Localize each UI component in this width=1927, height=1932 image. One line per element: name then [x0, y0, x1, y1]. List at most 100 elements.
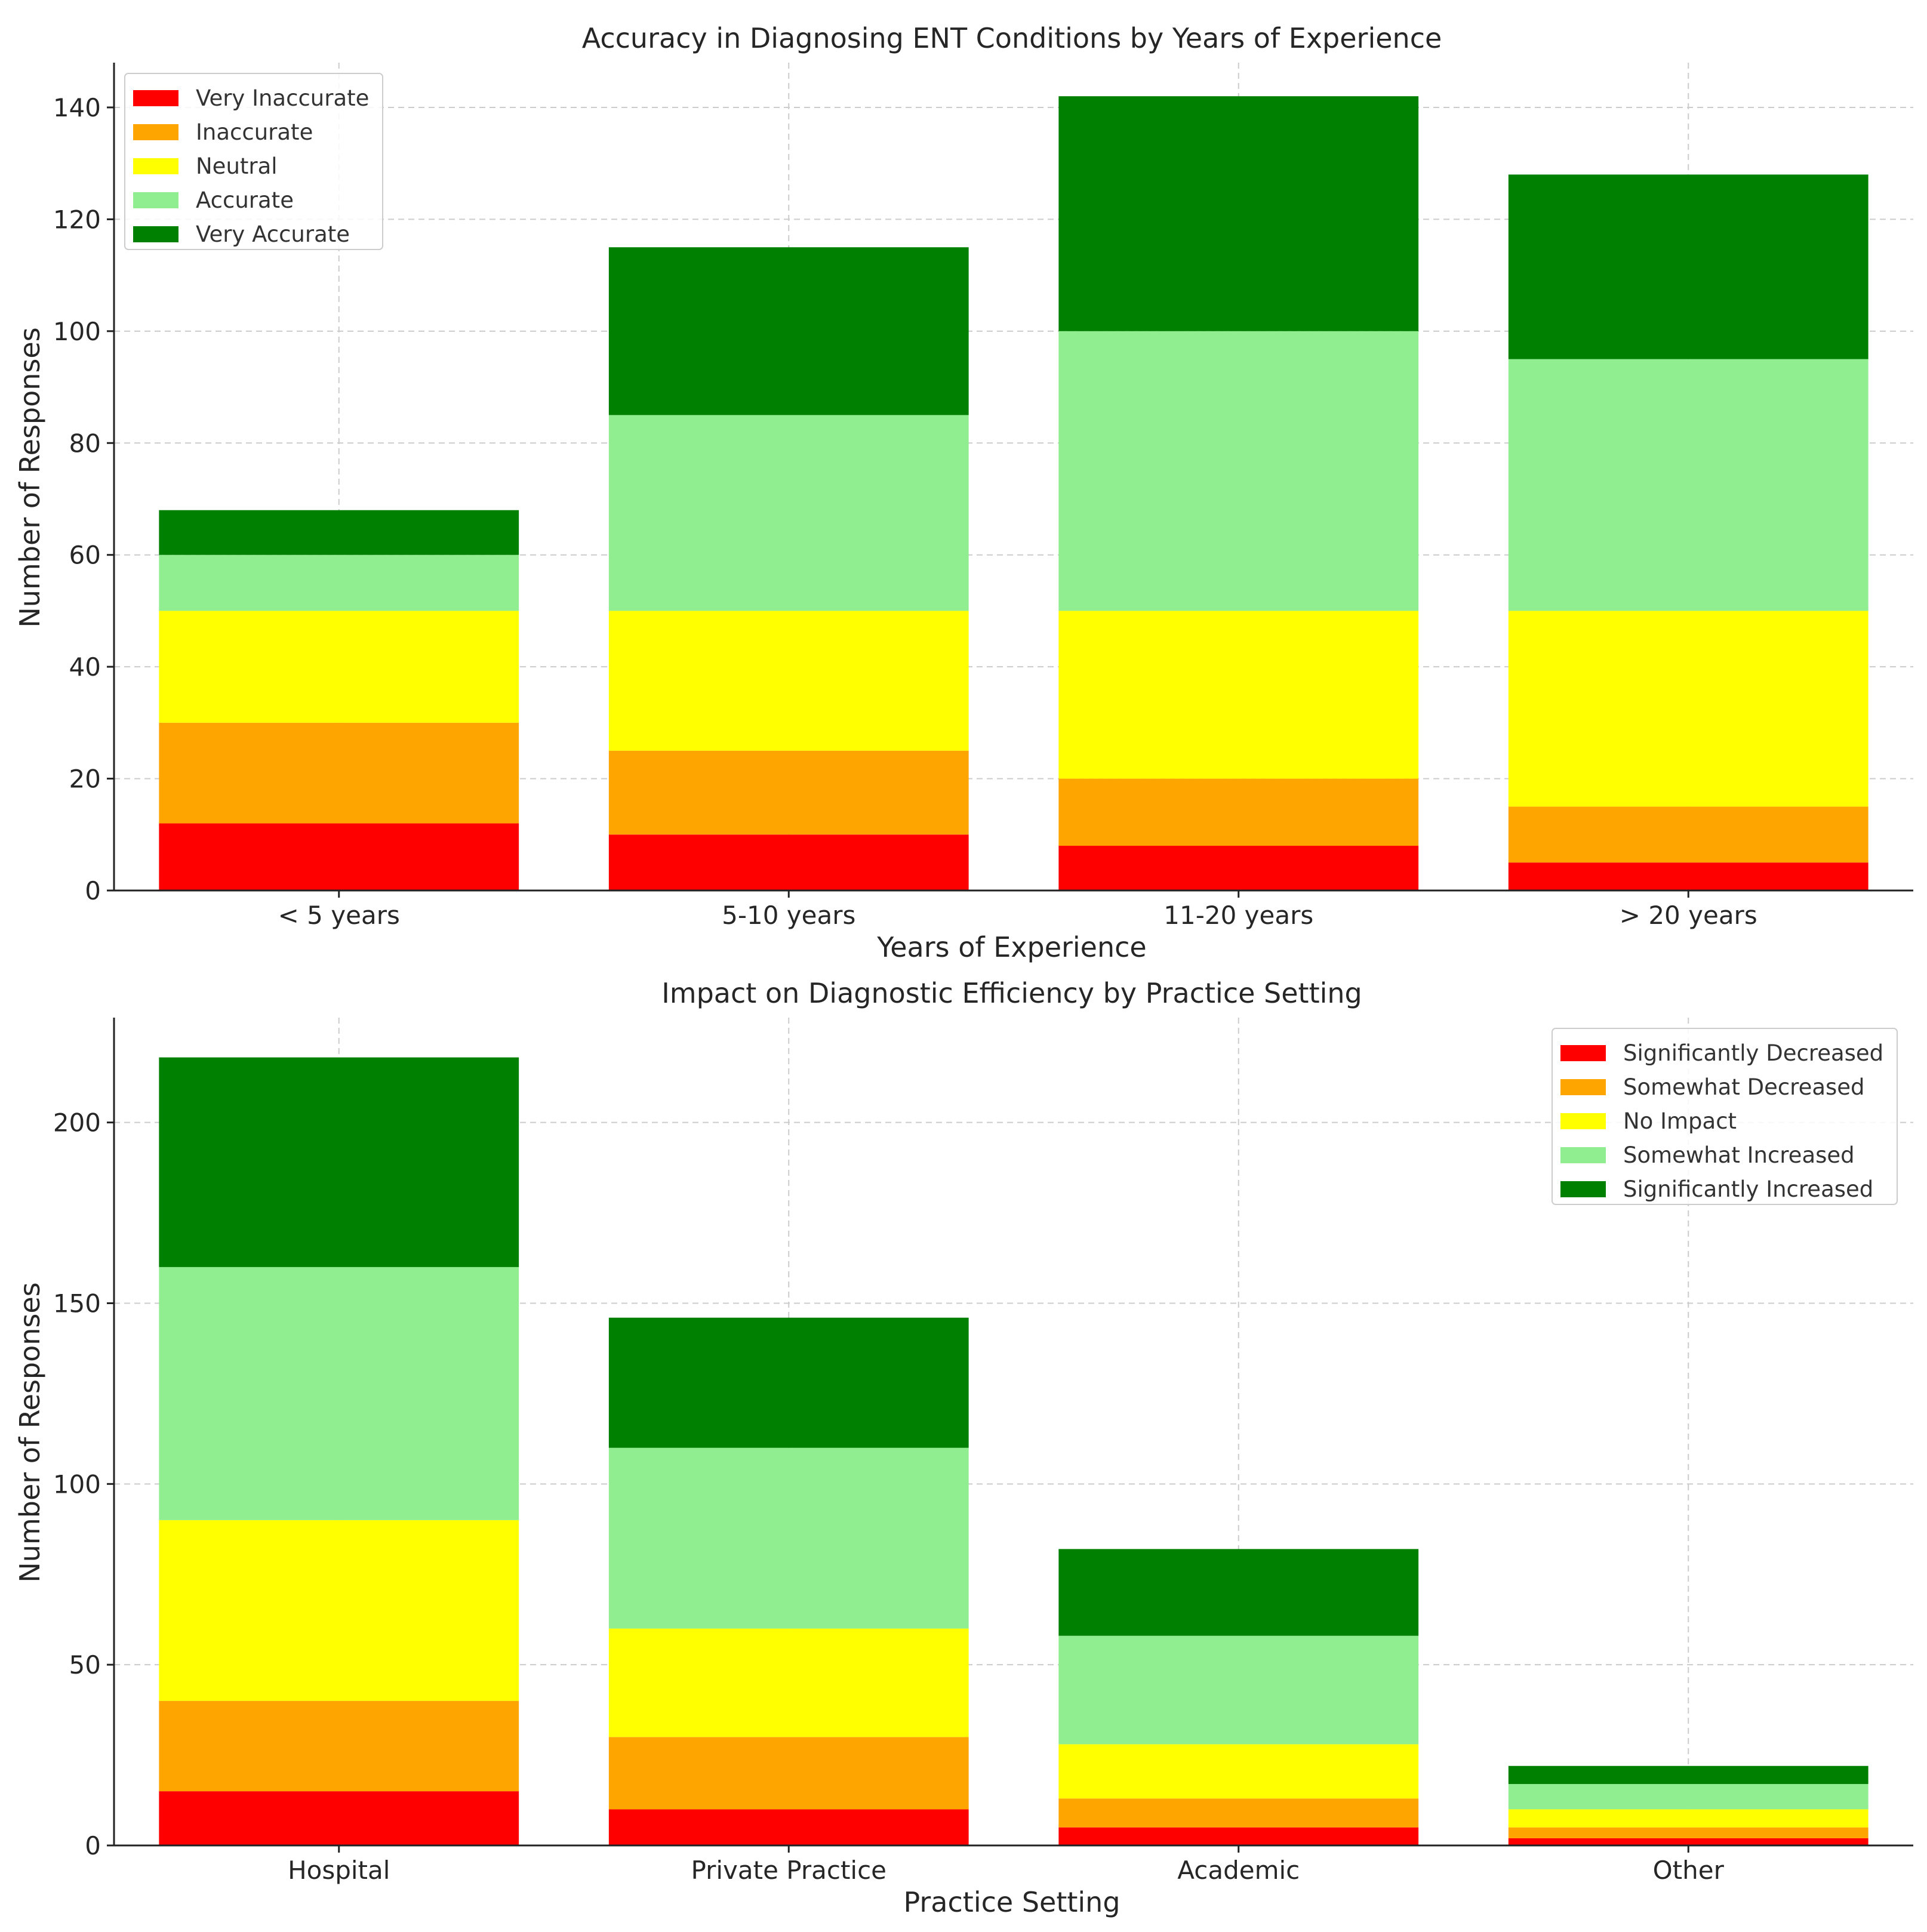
x-tick-label: < 5 years [278, 901, 400, 930]
bar-other-significantly-decreased [1508, 1838, 1868, 1845]
legend-frame [1552, 1028, 1898, 1205]
x-tick-label: Other [1653, 1856, 1725, 1885]
legend-swatch-inaccurate [133, 124, 178, 140]
bar-5-years-very-accurate [159, 510, 519, 555]
bar-5-10-years-very-accurate [608, 247, 969, 415]
y-tick-label: 100 [53, 317, 101, 346]
legend-label-inaccurate: Inaccurate [196, 119, 313, 145]
bar-hospital-significantly-decreased [159, 1791, 519, 1845]
bar-5-10-years-neutral [608, 611, 969, 751]
y-tick-label: 20 [69, 765, 101, 794]
bar-5-10-years-accurate [608, 415, 969, 611]
x-axis-label: Practice Setting [903, 1886, 1120, 1918]
bars [159, 1057, 1868, 1845]
legend-swatch-accurate [133, 192, 178, 208]
bar-academic-somewhat-decreased [1058, 1798, 1419, 1828]
legend: Very Inaccurate Inaccurate Neutral Accurate… [124, 73, 383, 250]
bar-5-years-very-inaccurate [159, 823, 519, 890]
accuracy-by-experience-chart: Accuracy in Diagnosing ENT Conditions by… [14, 22, 1913, 963]
bar-academic-significantly-increased [1058, 1549, 1419, 1636]
bar-11-20-years-neutral [1058, 611, 1419, 779]
legend-frame [124, 73, 383, 250]
bar-20-years-neutral [1508, 611, 1868, 807]
bar-other-somewhat-increased [1508, 1784, 1868, 1810]
y-tick-label: 50 [69, 1650, 101, 1680]
y-tick-label: 80 [69, 429, 101, 458]
bar-other-no-impact [1508, 1809, 1868, 1828]
bar-private-practice-significantly-increased [608, 1317, 969, 1448]
x-axis-label: Years of Experience [876, 931, 1146, 963]
legend-swatch-significantly-decreased [1560, 1045, 1606, 1061]
bar-private-practice-somewhat-increased [608, 1447, 969, 1629]
bar-20-years-very-inaccurate [1508, 862, 1868, 890]
legend-label-very-inaccurate: Very Inaccurate [196, 85, 369, 111]
y-tick-label: 140 [53, 93, 101, 122]
x-tick-label: 5-10 years [722, 901, 855, 930]
bar-hospital-somewhat-decreased [159, 1700, 519, 1792]
legend-label-somewhat-increased: Somewhat Increased [1623, 1142, 1855, 1168]
bar-11-20-years-very-accurate [1058, 96, 1419, 331]
bar-hospital-significantly-increased [159, 1057, 519, 1267]
bar-11-20-years-accurate [1058, 331, 1419, 611]
axes-spine [113, 1018, 1913, 1847]
tick-labels: 0 50 100 150 200 Hospital Private Practice Acad… [53, 1108, 1725, 1885]
legend-swatch-very-inaccurate [133, 90, 178, 106]
legend-swatch-neutral [133, 158, 178, 174]
bar-other-significantly-increased [1508, 1765, 1868, 1785]
bar-hospital-somewhat-increased [159, 1267, 519, 1520]
x-tick-label: 11-20 years [1163, 901, 1313, 930]
bar-private-practice-somewhat-decreased [608, 1737, 969, 1810]
efficiency-by-setting-chart: Impact on Diagnostic Efficiency by Pract… [14, 977, 1913, 1918]
bar-hospital-no-impact [159, 1520, 519, 1701]
legend-label-accurate: Accurate [196, 187, 294, 213]
legend: Significantly Decreased Somewhat Decrease… [1552, 1028, 1898, 1205]
legend-label-no-impact: No Impact [1623, 1108, 1737, 1134]
legend-swatch-somewhat-increased [1560, 1147, 1606, 1163]
bar-private-practice-no-impact [608, 1628, 969, 1737]
x-tick-label: Private Practice [691, 1856, 886, 1885]
y-axis-label: Number of Responses [14, 1282, 46, 1582]
bar-academic-no-impact [1058, 1744, 1419, 1799]
bar-other-somewhat-decreased [1508, 1827, 1868, 1838]
legend-swatch-somewhat-decreased [1560, 1079, 1606, 1095]
x-tick-label: Academic [1177, 1856, 1300, 1885]
legend-swatch-significantly-increased [1560, 1181, 1606, 1197]
legend-swatch-very-accurate [133, 226, 178, 242]
bar-academic-somewhat-increased [1058, 1635, 1419, 1745]
y-tick-label: 0 [85, 1831, 101, 1860]
chart-title: Accuracy in Diagnosing ENT Conditions by… [582, 22, 1442, 54]
bar-20-years-very-accurate [1508, 174, 1868, 359]
x-tick-label: Hospital [288, 1856, 390, 1885]
legend-label-very-accurate: Very Accurate [196, 221, 350, 247]
legend-label-significantly-decreased: Significantly Decreased [1623, 1040, 1883, 1066]
bar-5-10-years-very-inaccurate [608, 834, 969, 890]
x-tick-label: > 20 years [1620, 901, 1757, 930]
y-tick-label: 150 [53, 1289, 101, 1318]
chart-title: Impact on Diagnostic Efficiency by Pract… [661, 977, 1362, 1009]
bars [159, 96, 1868, 890]
y-tick-label: 0 [85, 876, 101, 905]
bar-5-10-years-inaccurate [608, 750, 969, 835]
bar-11-20-years-very-inaccurate [1058, 846, 1419, 890]
bar-20-years-inaccurate [1508, 806, 1868, 863]
axes-spine [113, 63, 1913, 892]
bar-20-years-accurate [1508, 359, 1868, 611]
y-tick-label: 120 [53, 205, 101, 234]
bar-5-years-neutral [159, 611, 519, 723]
y-tick-label: 40 [69, 652, 101, 682]
legend-label-significantly-increased: Significantly Increased [1623, 1176, 1873, 1202]
legend-label-somewhat-decreased: Somewhat Decreased [1623, 1074, 1865, 1100]
y-tick-label: 200 [53, 1108, 101, 1138]
tick-labels: 0 20 40 60 80 100 120 140 < 5 years 5-10 years 11-… [53, 93, 1757, 930]
bar-11-20-years-inaccurate [1058, 778, 1419, 846]
y-axis-label: Number of Responses [14, 327, 46, 627]
legend-swatch-no-impact [1560, 1113, 1606, 1129]
legend-label-neutral: Neutral [196, 153, 278, 179]
y-tick-label: 60 [69, 541, 101, 570]
bar-5-years-inaccurate [159, 722, 519, 824]
y-tick-label: 100 [53, 1469, 101, 1499]
bar-5-years-accurate [159, 554, 519, 611]
bar-academic-significantly-decreased [1058, 1827, 1419, 1845]
bar-private-practice-significantly-decreased [608, 1809, 969, 1845]
